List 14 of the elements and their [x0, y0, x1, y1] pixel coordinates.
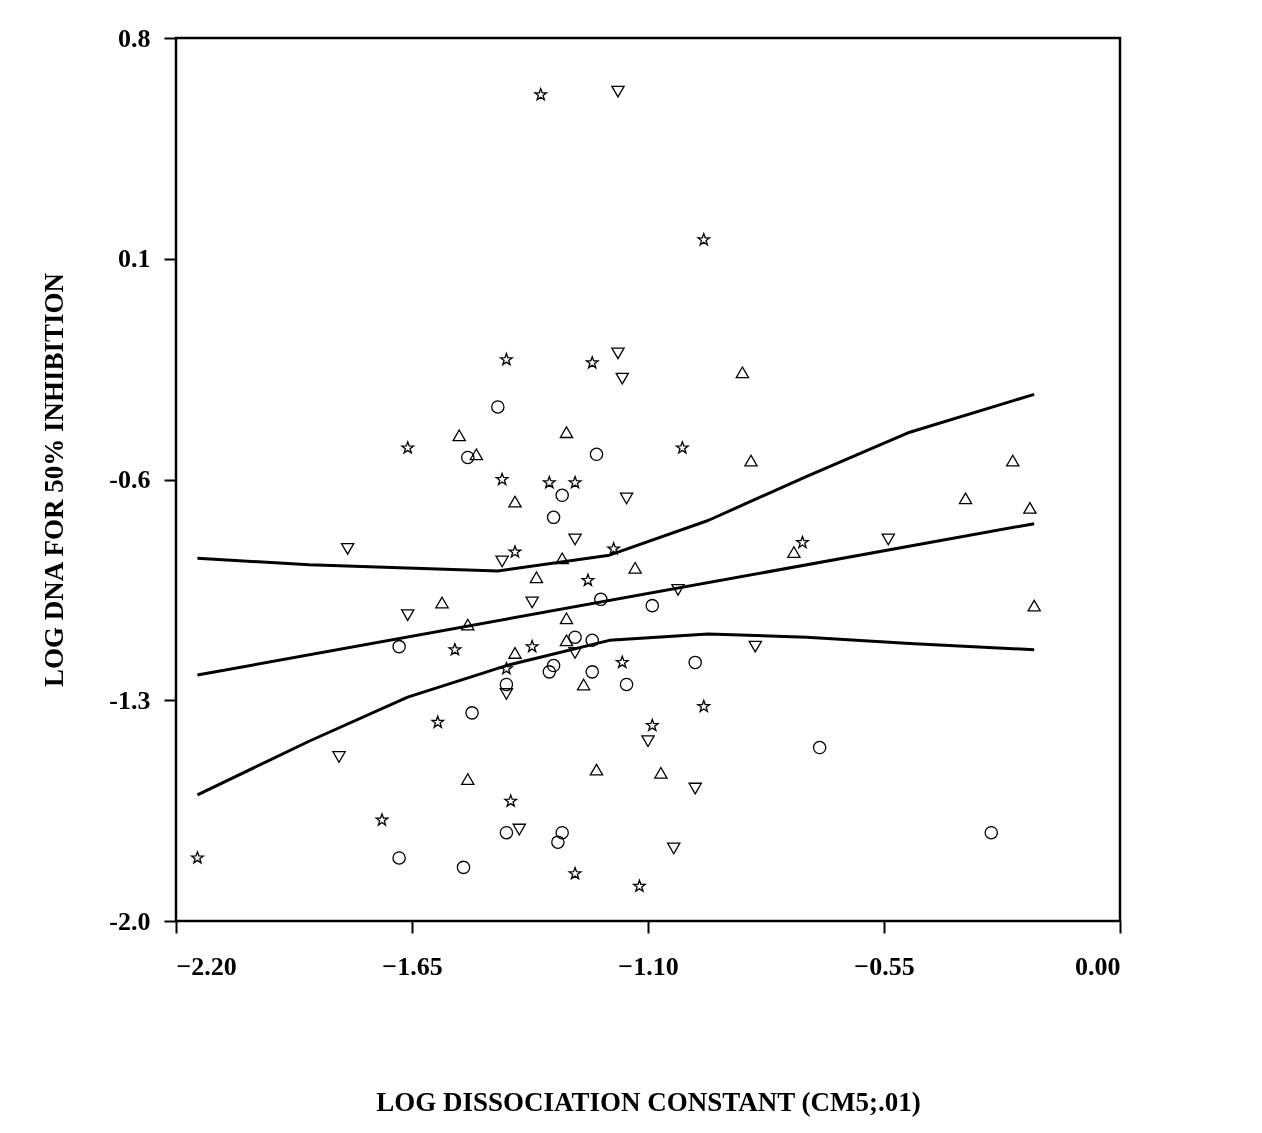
- line-series: [195, 632, 1036, 797]
- x-tick-label: 0.00: [1075, 951, 1121, 981]
- x-tick-label: −1.65: [382, 951, 443, 981]
- x-tick-label: −2.20: [176, 951, 237, 981]
- y-tick-label: 0.8: [118, 23, 151, 53]
- y-axis-title: LOG DNA FOR 50% INHIBITION: [39, 272, 70, 688]
- x-axis-title: LOG DISSOCIATION CONSTANT (CM5;.01): [376, 1086, 921, 1117]
- y-tick-label: -1.3: [109, 685, 151, 715]
- x-tick-label: −1.10: [618, 951, 679, 981]
- y-tick-label: -0.6: [109, 465, 151, 494]
- line-series: [195, 392, 1036, 573]
- x-tick-label: −0.55: [854, 951, 915, 981]
- y-tick-label: 0.1: [118, 244, 151, 274]
- y-tick-label: -2.0: [109, 906, 151, 936]
